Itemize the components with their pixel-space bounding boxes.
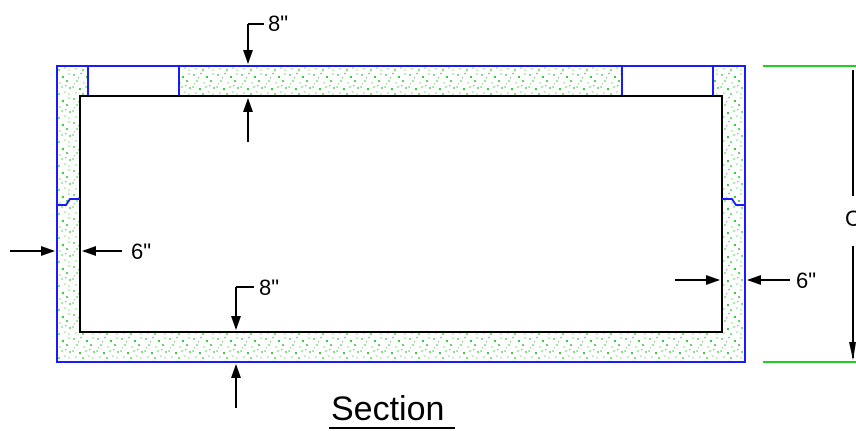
left-wall-label: 6" xyxy=(131,239,151,264)
right-wall-dimension xyxy=(675,275,790,285)
bottom-slab-dimension xyxy=(231,286,254,408)
top-left-opening xyxy=(87,65,180,97)
inner-opening xyxy=(79,95,723,333)
right-wall-joint xyxy=(722,198,745,206)
top-right-opening xyxy=(621,65,714,97)
left-wall-joint xyxy=(57,198,80,206)
top-slab-dimension xyxy=(243,23,264,142)
overall-height-dimension xyxy=(763,65,856,363)
section-title: Section xyxy=(331,390,444,428)
overall-height-label: C xyxy=(845,206,856,231)
right-wall-label: 6" xyxy=(796,268,816,293)
left-wall-dimension xyxy=(10,246,122,256)
bottom-slab-label: 8" xyxy=(259,275,279,300)
outer-outline xyxy=(56,65,746,363)
top-slab-label: 8" xyxy=(268,11,288,36)
